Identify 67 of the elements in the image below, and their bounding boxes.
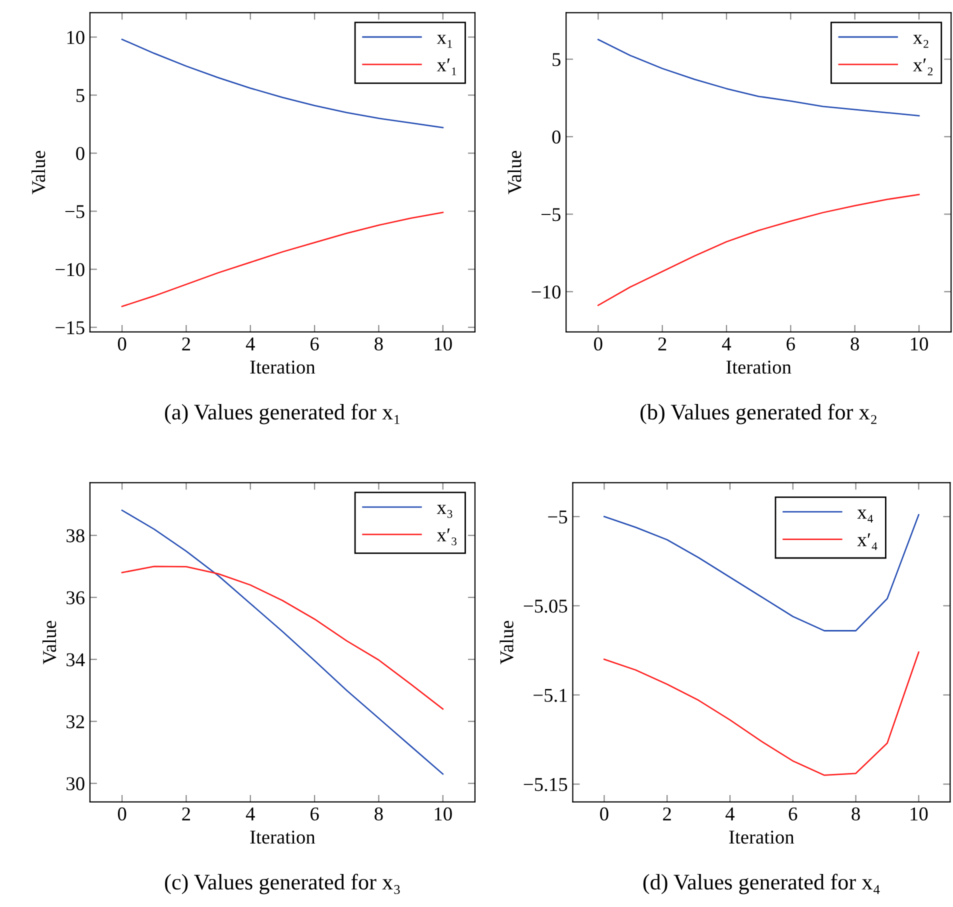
x-tick-label: 0 — [600, 807, 608, 821]
x-tick-label: 4 — [246, 808, 255, 820]
y-axis-title: Value — [508, 150, 522, 194]
y-tick-label: 0 — [76, 146, 84, 160]
y-tick-label: 10 — [67, 30, 84, 44]
x-tick-label: 10 — [910, 807, 928, 821]
y-tick-label: −5.05 — [524, 600, 568, 613]
y-axis-title: Value — [42, 620, 56, 664]
legend-label: x′₄ — [857, 533, 878, 550]
x-axis-title: Iteration — [729, 830, 794, 844]
line-series — [121, 212, 444, 308]
y-tick-label: −5 — [65, 205, 84, 218]
x-tick-label: 4 — [726, 808, 735, 820]
x-tick-label: 6 — [310, 337, 319, 351]
line-series — [597, 194, 920, 306]
y-tick-label: −15 — [56, 321, 84, 334]
x-tick-label: 8 — [374, 337, 383, 351]
legend-label: x′₃ — [436, 528, 456, 546]
y-tick-label: 36 — [66, 591, 85, 604]
line-series — [121, 566, 444, 710]
text: (a) Values generated for x₁ — [165, 404, 400, 424]
y-tick-label: 38 — [66, 529, 84, 542]
text: (d) Values generated for x₄ — [643, 874, 880, 894]
x-tick-label: 2 — [663, 807, 671, 820]
x-axis-title: Iteration — [250, 360, 316, 374]
x-tick-label: 10 — [434, 337, 452, 351]
line-series — [604, 651, 920, 776]
y-tick-label: 32 — [66, 715, 84, 728]
y-axis-title: Value — [500, 620, 514, 664]
y-tick-label: −10 — [532, 285, 560, 299]
x-tick-label: 4 — [722, 338, 732, 350]
x-tick-label: 8 — [850, 337, 859, 351]
x-axis-title: Iteration — [250, 830, 316, 844]
y-tick-label: −5.1 — [534, 688, 567, 702]
x-tick-label: 2 — [658, 337, 666, 350]
x-tick-label: 10 — [434, 807, 452, 821]
y-tick-label: −5 — [542, 208, 560, 222]
x-tick-label: 6 — [788, 807, 798, 821]
x-tick-label: 0 — [118, 337, 126, 351]
y-tick-label: 34 — [66, 653, 85, 666]
y-tick-label: −5 — [548, 510, 568, 524]
y-tick-label: 5 — [552, 53, 560, 66]
x-tick-label: 8 — [374, 807, 383, 821]
y-tick-label: 0 — [552, 130, 560, 144]
legend-label: x₃ — [436, 504, 452, 518]
x-tick-label: 0 — [594, 337, 602, 351]
text: (b) Values generated for x₂ — [640, 404, 876, 424]
x-tick-label: 8 — [852, 807, 860, 821]
y-axis-title: Value — [32, 150, 46, 194]
legend-label: x′₁ — [436, 58, 456, 76]
legend-label: x₁ — [436, 34, 452, 48]
x-tick-label: 4 — [246, 338, 255, 350]
y-tick-label: 5 — [76, 89, 84, 102]
y-tick-label: −5.15 — [524, 778, 568, 792]
legend-label: x₄ — [857, 510, 873, 523]
x-tick-label: 0 — [118, 807, 126, 821]
x-tick-label: 2 — [182, 807, 190, 820]
x-tick-label: 6 — [310, 807, 319, 821]
legend-label: x₂ — [913, 34, 928, 48]
x-axis-title: Iteration — [726, 360, 792, 374]
x-tick-label: 10 — [911, 337, 928, 351]
x-tick-label: 2 — [182, 337, 190, 350]
x-tick-label: 6 — [786, 337, 795, 351]
y-tick-label: −10 — [56, 263, 84, 276]
legend-label: x′₂ — [913, 58, 933, 76]
y-tick-label: 30 — [66, 777, 84, 790]
text: (c) Values generated for x₃ — [165, 874, 400, 894]
